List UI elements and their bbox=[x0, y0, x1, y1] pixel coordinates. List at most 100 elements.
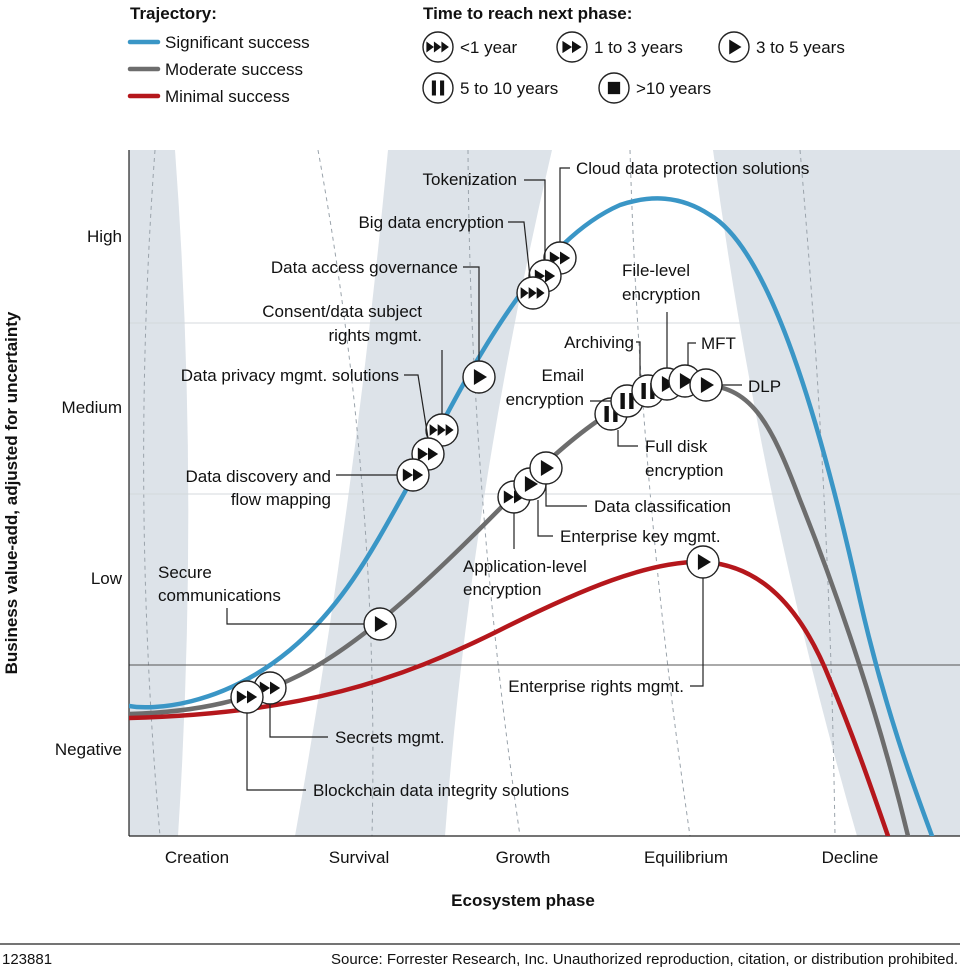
legend-time-label: 3 to 5 years bbox=[756, 38, 845, 57]
technology-marker: Secure communications bbox=[158, 563, 397, 641]
technology-marker: DLP bbox=[689, 368, 781, 402]
y-tick-label: High bbox=[87, 227, 122, 246]
marker-play-icon bbox=[529, 451, 563, 485]
technology-label: Tokenization bbox=[422, 170, 517, 189]
legend-time-label: 1 to 3 years bbox=[594, 38, 683, 57]
technology-label: encryption bbox=[463, 580, 541, 599]
technology-label: flow mapping bbox=[231, 490, 331, 509]
x-tick-label: Creation bbox=[165, 848, 229, 867]
legend-stop-icon bbox=[598, 72, 630, 104]
y-tick-label: Low bbox=[91, 569, 123, 588]
leader-line bbox=[269, 704, 328, 738]
leader-line bbox=[545, 484, 587, 507]
technology-marker: Data discovery and flow mapping bbox=[185, 458, 430, 509]
technology-label: DLP bbox=[748, 377, 781, 396]
technology-markers: Cloud data protection solutions Tokenizat… bbox=[158, 159, 809, 800]
leader-line bbox=[404, 374, 429, 439]
technology-label: Big data encryption bbox=[358, 213, 504, 232]
technology-marker: Enterprise rights mgmt. bbox=[508, 545, 720, 696]
technology-label: encryption bbox=[506, 390, 584, 409]
technology-label: Data privacy mgmt. solutions bbox=[181, 366, 399, 385]
x-tick-label: Decline bbox=[822, 848, 879, 867]
leader-line bbox=[687, 342, 696, 366]
marker-ff3-icon bbox=[516, 276, 550, 310]
phase-divider bbox=[629, 150, 691, 836]
leader-line bbox=[226, 608, 364, 625]
technology-marker: Blockchain data integrity solutions bbox=[230, 680, 569, 800]
technology-label: encryption bbox=[622, 285, 700, 304]
technology-marker: Archiving bbox=[564, 333, 665, 408]
leader-line bbox=[537, 500, 553, 537]
phase-divider bbox=[467, 150, 521, 836]
x-tick-label: Survival bbox=[329, 848, 389, 867]
phase-band bbox=[129, 150, 189, 836]
legend-item-moderate: Moderate success bbox=[165, 60, 303, 79]
legend-time-label: <1 year bbox=[460, 38, 518, 57]
technology-label: communications bbox=[158, 586, 281, 605]
technology-label: Enterprise rights mgmt. bbox=[508, 677, 684, 696]
technology-label: Secure bbox=[158, 563, 212, 582]
technology-label: rights mgmt. bbox=[328, 326, 422, 345]
trajectory-legend-title: Trajectory: bbox=[130, 4, 217, 23]
technology-label: Secrets mgmt. bbox=[335, 728, 445, 747]
leader-line bbox=[559, 167, 570, 242]
technology-marker: Consent/data subject rights mgmt. bbox=[262, 302, 459, 447]
marker-ff2-icon bbox=[396, 458, 430, 492]
marker-ff2-icon bbox=[230, 680, 264, 714]
figure-id: 123881 bbox=[2, 951, 52, 968]
technology-label: Full disk bbox=[645, 437, 708, 456]
x-tick-label: Equilibrium bbox=[644, 848, 728, 867]
technology-label: Blockchain data integrity solutions bbox=[313, 781, 569, 800]
leader-line bbox=[463, 266, 480, 361]
series-line-significant-success bbox=[129, 196, 935, 836]
technology-label: Consent/data subject bbox=[262, 302, 422, 321]
legend-ff2-icon bbox=[556, 31, 588, 63]
phase-divider bbox=[317, 150, 374, 836]
technology-marker: Email encryption bbox=[506, 366, 644, 418]
marker-play-icon bbox=[462, 360, 496, 394]
technology-label: Cloud data protection solutions bbox=[576, 159, 809, 178]
marker-play-icon bbox=[686, 545, 720, 579]
technology-marker: Application-level encryption bbox=[463, 480, 587, 599]
technology-label: encryption bbox=[645, 461, 723, 480]
legend-time-label: >10 years bbox=[636, 79, 711, 98]
technology-label: MFT bbox=[701, 334, 736, 353]
leader-line bbox=[524, 179, 546, 260]
x-axis-title: Ecosystem phase bbox=[451, 891, 595, 910]
leader-line bbox=[636, 341, 641, 376]
technology-marker: Data access governance bbox=[271, 258, 496, 394]
y-tick-label: Medium bbox=[62, 398, 122, 417]
footer: 123881 Source: Forrester Research, Inc. U… bbox=[0, 943, 960, 968]
legend-pause-icon bbox=[422, 72, 454, 104]
marker-play-icon bbox=[689, 368, 723, 402]
leader-line bbox=[246, 713, 306, 791]
technology-label: Email bbox=[541, 366, 584, 385]
legend-play-icon bbox=[718, 31, 750, 63]
leader-line bbox=[508, 221, 531, 278]
marker-play-icon bbox=[363, 607, 397, 641]
time-legend-title: Time to reach next phase: bbox=[423, 4, 632, 23]
legend-ff3-icon bbox=[422, 31, 454, 63]
phase-divider bbox=[143, 150, 161, 836]
axis-labels: High Medium Low Negative Creation Survival Gro… bbox=[2, 227, 878, 910]
legend: Trajectory: Significant success Moderate s… bbox=[127, 4, 845, 106]
technology-label: Application-level bbox=[463, 557, 587, 576]
x-tick-label: Growth bbox=[496, 848, 551, 867]
technology-marker: Full disk encryption bbox=[594, 397, 723, 480]
y-axis-title: Business value-add, adjusted for uncerta… bbox=[2, 311, 21, 674]
technology-label: Data access governance bbox=[271, 258, 458, 277]
source-note: Source: Forrester Research, Inc. Unautho… bbox=[331, 951, 958, 968]
technology-label: Data discovery and bbox=[185, 467, 331, 486]
series-line-minimal-success bbox=[129, 559, 891, 836]
leader-line bbox=[617, 430, 638, 447]
legend-time-label: 5 to 10 years bbox=[460, 79, 558, 98]
leader-line bbox=[690, 578, 704, 687]
technology-marker: Big data encryption bbox=[358, 213, 550, 310]
technology-label: Enterprise key mgmt. bbox=[560, 527, 721, 546]
technology-label: File-level bbox=[622, 261, 690, 280]
technology-label: Data classification bbox=[594, 497, 731, 516]
legend-item-significant: Significant success bbox=[165, 33, 310, 52]
y-tick-label: Negative bbox=[55, 740, 122, 759]
phase-divider bbox=[799, 150, 836, 836]
